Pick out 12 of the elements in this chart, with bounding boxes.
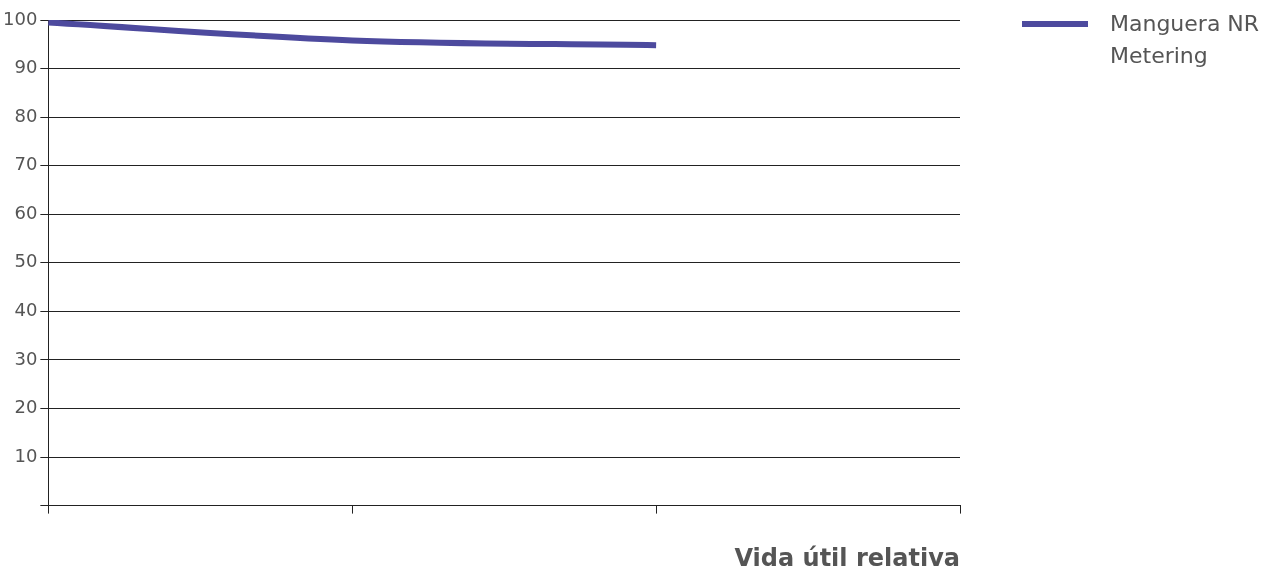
y-tick-label: 20	[14, 396, 38, 418]
y-tick-label: 100	[3, 7, 38, 29]
y-tick-label: 80	[14, 104, 38, 126]
x-axis-title: Vida útil relativa	[734, 543, 960, 572]
legend-label: Manguera NR Metering	[1110, 10, 1261, 70]
y-tick-label: 10	[14, 444, 38, 466]
y-tick-label: 90	[14, 56, 38, 78]
y-tick-label: 30	[14, 347, 38, 369]
y-tick-label: 70	[14, 153, 38, 175]
y-tick-label: 50	[14, 250, 38, 272]
y-tick-label: 40	[14, 299, 38, 321]
y-tick-label: 60	[14, 201, 38, 223]
